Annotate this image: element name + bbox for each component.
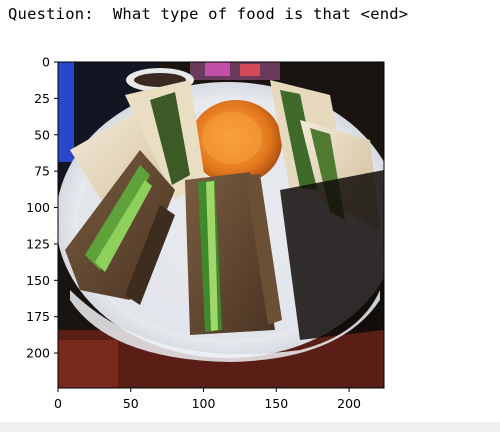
y-tick-label: 125 xyxy=(26,236,50,251)
x-tick-label: 200 xyxy=(337,396,361,411)
x-axis: 0 50 100 150 200 xyxy=(54,388,361,411)
x-tick-label: 150 xyxy=(264,396,288,411)
x-tick-label: 100 xyxy=(192,396,216,411)
question-text: Question: What type of food is that <end… xyxy=(8,5,409,23)
y-tick-label: 75 xyxy=(34,164,50,179)
y-tick-label: 100 xyxy=(26,200,50,215)
y-axis: 0 25 50 75 100 125 150 175 200 xyxy=(26,55,58,361)
y-tick-label: 175 xyxy=(26,309,50,324)
food-photo xyxy=(58,62,384,388)
y-tick-label: 50 xyxy=(34,127,50,142)
plot-frame xyxy=(57,61,385,389)
y-tick-label: 200 xyxy=(26,346,50,361)
y-tick-label: 25 xyxy=(34,91,50,106)
x-tick-label: 0 xyxy=(54,396,62,411)
scroll-area-bottom xyxy=(0,422,500,432)
y-tick-label: 150 xyxy=(26,273,50,288)
y-tick-label: 0 xyxy=(42,55,50,70)
x-tick-label: 50 xyxy=(123,396,139,411)
